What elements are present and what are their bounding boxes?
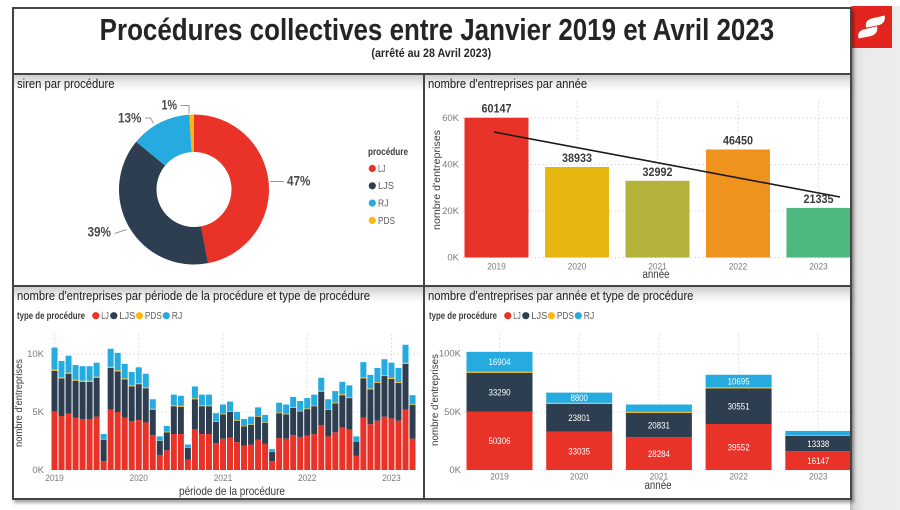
svg-text:33035: 33035: [568, 446, 590, 457]
svg-text:LJS: LJS: [531, 311, 547, 322]
svg-text:16904: 16904: [489, 357, 511, 368]
svg-text:33290: 33290: [489, 388, 511, 399]
svg-text:PDS: PDS: [145, 311, 162, 322]
svg-text:nombre d'entreprises: nombre d'entreprises: [431, 130, 443, 230]
svg-text:LJS: LJS: [378, 181, 394, 192]
svg-text:10695: 10695: [728, 377, 750, 388]
svg-text:année: année: [643, 269, 670, 281]
svg-text:PDS: PDS: [378, 216, 395, 227]
svg-text:période de la procédure: période de la procédure: [179, 484, 285, 498]
svg-text:2019: 2019: [487, 262, 506, 273]
svg-text:2020: 2020: [129, 473, 148, 484]
svg-text:2023: 2023: [809, 262, 828, 273]
svg-text:2022: 2022: [729, 472, 748, 483]
svg-text:39552: 39552: [728, 443, 750, 454]
svg-text:2023: 2023: [809, 472, 828, 483]
svg-text:2019: 2019: [490, 472, 509, 483]
svg-text:LJ: LJ: [378, 164, 386, 175]
svg-text:0K: 0K: [447, 253, 459, 264]
svg-text:47%: 47%: [287, 174, 311, 189]
svg-text:type de procédure: type de procédure: [17, 310, 85, 322]
svg-text:32992: 32992: [643, 167, 673, 179]
svg-text:46450: 46450: [723, 136, 753, 148]
svg-text:nombre d'entreprises: nombre d'entreprises: [429, 354, 441, 446]
svg-text:23801: 23801: [568, 413, 590, 424]
svg-text:nombre d'entreprises: nombre d'entreprises: [14, 359, 25, 447]
svg-text:RJ: RJ: [172, 311, 183, 322]
svg-text:50306: 50306: [489, 436, 511, 447]
svg-text:50K: 50K: [444, 407, 462, 418]
svg-text:0K: 0K: [32, 465, 44, 476]
svg-text:60K: 60K: [442, 113, 460, 124]
svg-text:LJ: LJ: [513, 311, 521, 322]
svg-text:16147: 16147: [807, 456, 829, 467]
svg-text:28284: 28284: [648, 449, 670, 460]
svg-text:2020: 2020: [570, 472, 589, 483]
svg-text:LJ: LJ: [101, 311, 109, 322]
svg-text:13%: 13%: [118, 111, 142, 126]
svg-text:RJ: RJ: [584, 311, 595, 322]
svg-text:38933: 38933: [562, 153, 592, 165]
svg-text:2020: 2020: [568, 262, 587, 273]
svg-text:1%: 1%: [162, 98, 178, 113]
svg-text:2019: 2019: [45, 473, 64, 484]
svg-text:40K: 40K: [442, 160, 460, 171]
svg-text:2022: 2022: [298, 473, 317, 484]
svg-text:LJS: LJS: [119, 311, 135, 322]
svg-text:0K: 0K: [449, 465, 461, 476]
svg-text:RJ: RJ: [378, 199, 389, 210]
svg-text:2022: 2022: [729, 262, 748, 273]
svg-text:21335: 21335: [804, 194, 835, 206]
svg-text:100K: 100K: [439, 349, 462, 360]
svg-text:39%: 39%: [88, 225, 112, 240]
svg-text:année: année: [645, 480, 672, 492]
svg-text:8800: 8800: [570, 393, 588, 404]
svg-text:type de procédure: type de procédure: [429, 310, 497, 322]
svg-text:60147: 60147: [482, 104, 512, 116]
svg-text:20831: 20831: [648, 421, 670, 432]
svg-text:10K: 10K: [27, 349, 45, 360]
svg-text:5K: 5K: [32, 407, 44, 418]
svg-text:20K: 20K: [442, 206, 460, 217]
svg-text:13338: 13338: [807, 439, 829, 450]
svg-text:procédure: procédure: [368, 146, 408, 158]
svg-text:2021: 2021: [648, 262, 667, 273]
svg-text:2021: 2021: [214, 473, 233, 484]
svg-text:30551: 30551: [728, 402, 750, 413]
svg-text:2021: 2021: [650, 472, 669, 483]
svg-text:2023: 2023: [382, 473, 401, 484]
svg-text:PDS: PDS: [557, 311, 574, 322]
